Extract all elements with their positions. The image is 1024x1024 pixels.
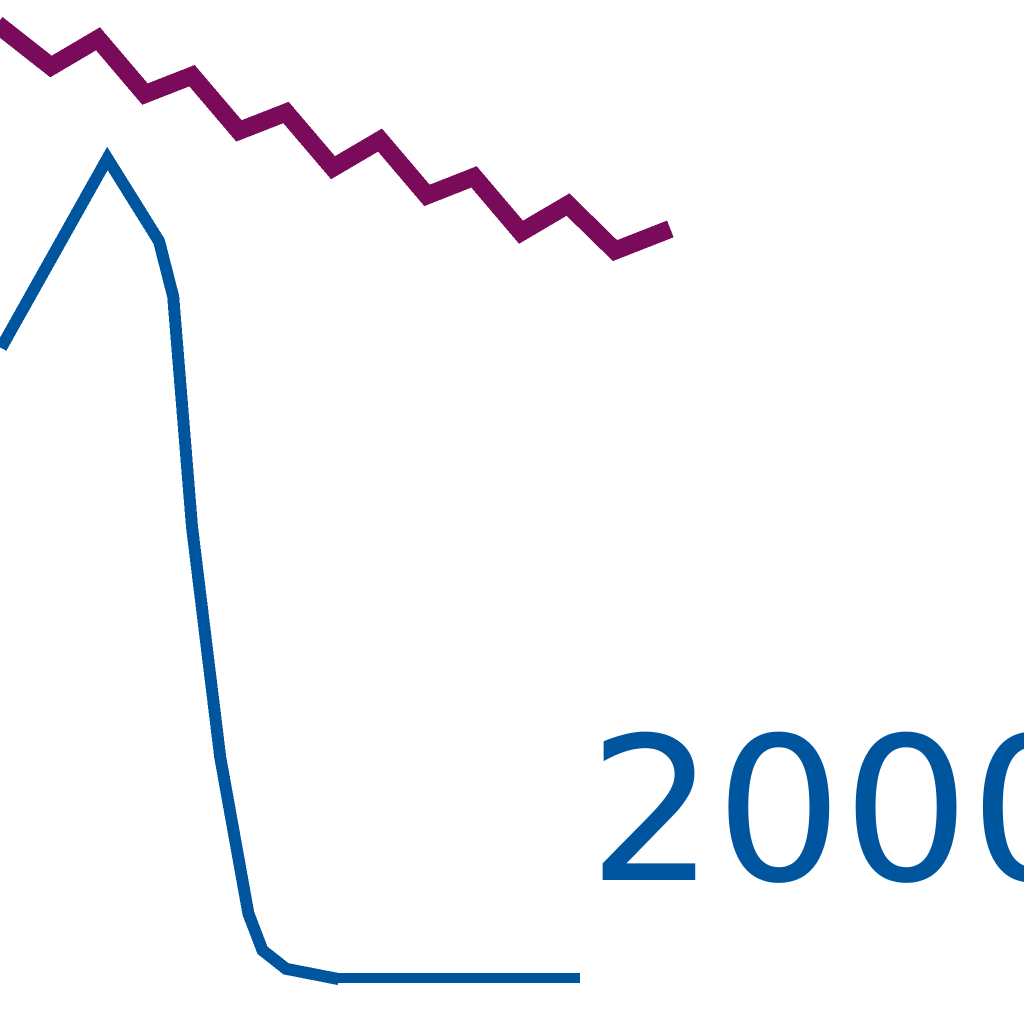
series-blue-end-label: 2000 <box>588 695 1024 928</box>
series-blue-line <box>0 146 341 986</box>
series-magenta-line <box>0 16 674 262</box>
